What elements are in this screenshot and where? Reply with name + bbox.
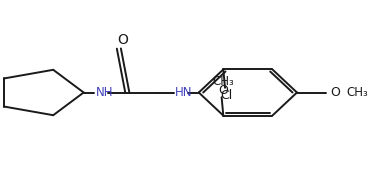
Text: O: O bbox=[330, 86, 340, 99]
Text: Cl: Cl bbox=[220, 89, 233, 102]
Text: HN: HN bbox=[175, 86, 192, 99]
Text: NH: NH bbox=[96, 86, 113, 99]
Text: CH₃: CH₃ bbox=[212, 75, 234, 88]
Text: CH₃: CH₃ bbox=[347, 86, 368, 99]
Text: O: O bbox=[218, 84, 228, 97]
Text: O: O bbox=[117, 33, 128, 47]
